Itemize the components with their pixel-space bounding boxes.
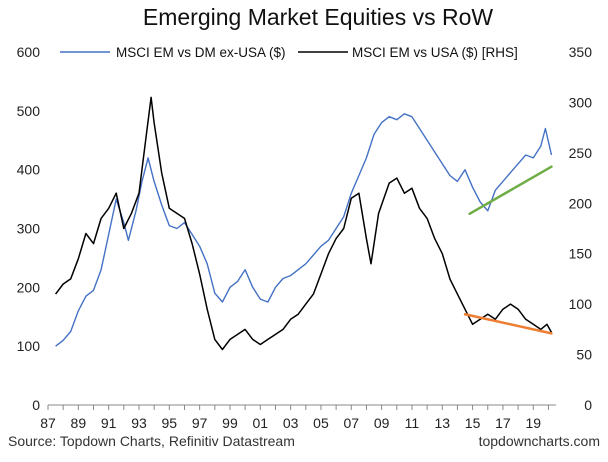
x-tick-label: 99: [222, 415, 238, 431]
x-tick-label: 01: [253, 415, 269, 431]
x-tick-label: 05: [313, 415, 329, 431]
left-tick-label: 300: [17, 221, 41, 237]
chart-title: Emerging Market Equities vs RoW: [143, 4, 494, 30]
left-tick-label: 500: [17, 103, 41, 119]
x-axis-tick-labels: 87 89 91 93 95 97 99 01 03 05 07 09 11 13 15 17 19: [40, 415, 541, 431]
x-tick-label: 13: [434, 415, 450, 431]
x-tick-label: 97: [192, 415, 208, 431]
right-tick-label: 100: [569, 296, 593, 312]
x-tick-label: 19: [525, 415, 541, 431]
series-lines: [55, 96, 553, 351]
left-tick-label: 100: [17, 338, 41, 354]
left-tick-label: 400: [17, 162, 41, 178]
x-tick-label: 95: [162, 415, 178, 431]
right-tick-label: 350: [569, 44, 593, 60]
right-tick-label: 200: [569, 195, 593, 211]
left-tick-label: 0: [32, 397, 40, 413]
right-axis-tick-labels: 0 50 100 150 200 250 300 350: [569, 44, 593, 413]
x-tick-label: 17: [495, 415, 511, 431]
x-tick-label: 09: [374, 415, 390, 431]
right-tick-label: 150: [569, 246, 593, 262]
legend-label-em-vs-usa: MSCI EM vs USA ($) [RHS]: [352, 45, 518, 60]
right-tick-label: 300: [569, 94, 593, 110]
x-tick-label: 11: [405, 415, 420, 431]
left-axis-tick-labels: 0 100 200 300 400 500 600: [17, 44, 41, 413]
left-tick-label: 200: [17, 279, 41, 295]
x-tick-label: 07: [343, 415, 359, 431]
watermark-text: topdowncharts.com: [479, 433, 600, 449]
trend-lines: [463, 165, 553, 335]
x-tick-label: 89: [71, 415, 87, 431]
series-line-em-vs-usa: [55, 96, 553, 351]
right-tick-label: 50: [576, 347, 592, 363]
x-axis-tick-marks: [47, 405, 549, 410]
trend-line-orange: [463, 312, 553, 335]
series-line-em-vs-dm: [55, 113, 553, 347]
legend: MSCI EM vs DM ex-USA ($) MSCI EM vs USA …: [60, 45, 518, 60]
x-tick-label: 91: [101, 415, 117, 431]
x-tick-label: 87: [40, 415, 56, 431]
x-tick-label: 93: [131, 415, 147, 431]
right-tick-label: 0: [584, 397, 592, 413]
right-tick-label: 250: [569, 145, 593, 161]
legend-label-em-vs-dm: MSCI EM vs DM ex-USA ($): [116, 45, 286, 60]
x-tick-label: 15: [465, 415, 481, 431]
source-note: Source: Topdown Charts, Refinitiv Datast…: [8, 433, 295, 449]
x-tick-label: 03: [283, 415, 299, 431]
left-tick-label: 600: [17, 44, 41, 60]
trend-line-green: [468, 165, 553, 216]
